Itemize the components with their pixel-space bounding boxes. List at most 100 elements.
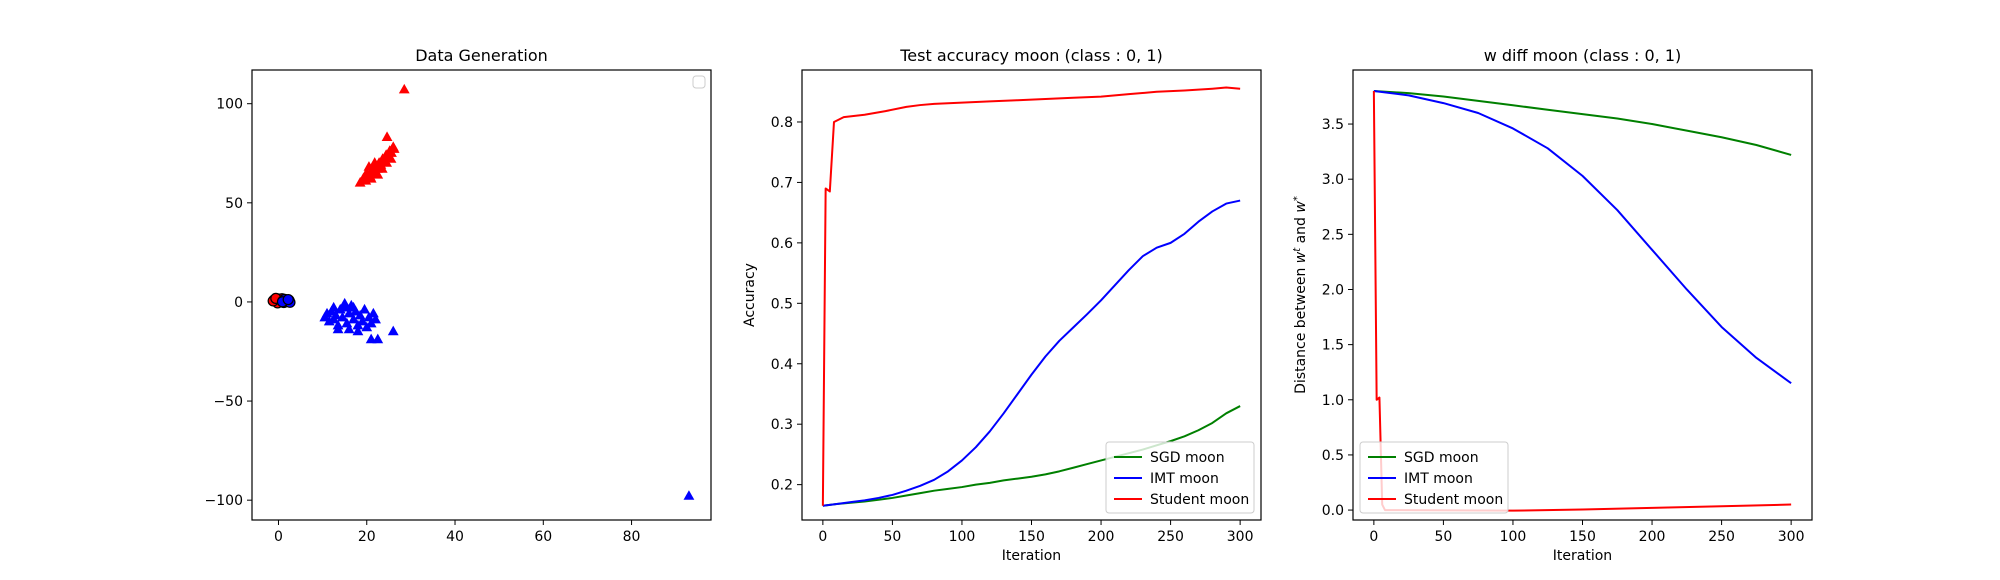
scatter-point bbox=[337, 311, 348, 322]
chart-panel-1: 0 20 40 60 80 −100 −50 0 50 100 Data Generation bbox=[205, 46, 712, 545]
x-tick-label: 80 bbox=[623, 529, 641, 545]
y-axis-label: Accuracy bbox=[742, 263, 758, 327]
y-tick-label: 0.8 bbox=[771, 115, 793, 131]
x-tick-label: 0 bbox=[818, 529, 827, 545]
scatter-point bbox=[348, 301, 359, 312]
legend-box bbox=[692, 75, 706, 89]
chart-panel-3: 0 50 100 150 200 250 300 0.0 0.5 1.0 1.5 2.0 2.5 3.0 3… bbox=[1292, 46, 1813, 564]
y-tick-label: 0.3 bbox=[771, 417, 793, 433]
y-tick-label: 0.0 bbox=[1322, 503, 1344, 519]
x-tick-label: 300 bbox=[1778, 529, 1805, 545]
x-tick-label: 100 bbox=[949, 529, 976, 545]
legend: SGD moon IMT moon Student moon bbox=[1359, 441, 1509, 514]
x-tick-label: 40 bbox=[446, 529, 464, 545]
y-tick-label: 2.5 bbox=[1322, 227, 1344, 243]
y-axis-label-part: w bbox=[1293, 251, 1309, 263]
scatter-point bbox=[370, 313, 381, 324]
y-tick-label: −50 bbox=[213, 394, 243, 410]
x-tick-label: 150 bbox=[1018, 529, 1045, 545]
scatter-point bbox=[328, 301, 340, 312]
scatter-point bbox=[372, 169, 384, 179]
y-tick-label: 0.5 bbox=[1322, 448, 1344, 464]
series-line bbox=[1373, 89, 1792, 385]
chart-title: Test accuracy moon (class : 0, 1) bbox=[899, 46, 1163, 65]
y-tick-label: −100 bbox=[205, 493, 243, 509]
chart-title: w diff moon (class : 0, 1) bbox=[1484, 46, 1682, 65]
legend bbox=[692, 75, 706, 89]
legend-label: Student moon bbox=[1404, 492, 1503, 508]
y-tick-label: 1.5 bbox=[1322, 338, 1344, 354]
scatter-point bbox=[356, 315, 368, 326]
y-tick-label: 0.2 bbox=[771, 478, 793, 494]
y-tick-label: 3.0 bbox=[1322, 172, 1344, 188]
x-tick-label: 20 bbox=[358, 529, 376, 545]
x-tick-label: 300 bbox=[1227, 529, 1254, 545]
scatter-point bbox=[363, 161, 375, 171]
series-line bbox=[821, 86, 1241, 506]
x-tick-label: 0 bbox=[1369, 529, 1378, 545]
y-axis-label-part: w bbox=[1293, 201, 1309, 213]
scatter-point bbox=[343, 323, 355, 334]
legend-label: IMT moon bbox=[1404, 471, 1473, 487]
x-tick-label: 100 bbox=[1500, 529, 1527, 545]
scatter-point bbox=[330, 309, 342, 320]
y-tick-label: 100 bbox=[216, 97, 243, 113]
chart-title: Data Generation bbox=[415, 46, 548, 65]
legend-label: SGD moon bbox=[1404, 450, 1479, 466]
scatter-point bbox=[387, 325, 399, 336]
scatter-point bbox=[388, 143, 400, 153]
y-axis-label-part: and bbox=[1293, 213, 1309, 248]
scatter-point bbox=[282, 293, 294, 306]
scatter-point bbox=[348, 313, 359, 324]
scatter-point bbox=[369, 157, 381, 167]
x-tick-label: 200 bbox=[1088, 529, 1115, 545]
x-tick-label: 250 bbox=[1708, 529, 1735, 545]
x-axis-label: Iteration bbox=[1002, 548, 1061, 564]
legend-label: IMT moon bbox=[1150, 471, 1219, 487]
plot-area bbox=[821, 86, 1241, 507]
y-axis-label: Distance between wt and w* bbox=[1292, 196, 1310, 394]
plot-area bbox=[267, 83, 695, 500]
y-tick-label: 0.4 bbox=[771, 357, 793, 373]
x-tick-label: 50 bbox=[883, 529, 901, 545]
y-axis-label-part: t bbox=[1292, 247, 1303, 252]
legend-label: SGD moon bbox=[1150, 450, 1225, 466]
plot-frame bbox=[251, 69, 712, 521]
y-tick-label: 3.5 bbox=[1322, 117, 1344, 133]
legend-box bbox=[1359, 441, 1509, 514]
scatter-point bbox=[352, 325, 364, 336]
scatter-point bbox=[361, 167, 373, 177]
series-line bbox=[822, 405, 1241, 507]
scatter-point bbox=[376, 163, 388, 173]
y-tick-label: 50 bbox=[225, 196, 243, 212]
y-tick-label: 0 bbox=[234, 295, 243, 311]
y-axis-label-part: * bbox=[1292, 196, 1303, 201]
y-tick-label: 2.0 bbox=[1322, 282, 1344, 298]
y-axis-label-part: Distance between bbox=[1293, 263, 1309, 394]
scatter-point bbox=[332, 323, 344, 334]
x-tick-label: 250 bbox=[1157, 529, 1184, 545]
x-tick-label: 60 bbox=[534, 529, 552, 545]
x-axis-label: Iteration bbox=[1553, 548, 1612, 564]
x-tick-label: 200 bbox=[1639, 529, 1666, 545]
scatter-point bbox=[339, 297, 351, 308]
scatter-point bbox=[683, 490, 695, 500]
scatter-point bbox=[385, 153, 397, 163]
y-tick-label: 0.7 bbox=[771, 175, 793, 191]
series-line bbox=[822, 199, 1241, 507]
legend: SGD moon IMT moon Student moon bbox=[1105, 441, 1255, 514]
y-tick-label: 0.5 bbox=[771, 296, 793, 312]
scatter-point bbox=[359, 303, 370, 314]
legend-box bbox=[1105, 441, 1255, 514]
scatter-point bbox=[398, 83, 410, 94]
x-tick-label: 50 bbox=[1434, 529, 1452, 545]
x-tick-label: 0 bbox=[274, 529, 283, 545]
legend-label: Student moon bbox=[1150, 492, 1249, 508]
x-tick-label: 150 bbox=[1569, 529, 1596, 545]
scatter-point bbox=[372, 333, 384, 344]
scatter-point bbox=[381, 131, 393, 142]
chart-panel-2: 0 50 100 150 200 250 300 0.2 0.3 0.4 0.5 0.6 0.7 0.8 T… bbox=[742, 46, 1262, 564]
scatter-point bbox=[367, 307, 379, 318]
y-tick-label: 1.0 bbox=[1322, 393, 1344, 409]
